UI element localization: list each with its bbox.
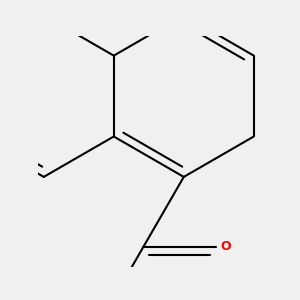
Text: O: O xyxy=(220,240,231,254)
